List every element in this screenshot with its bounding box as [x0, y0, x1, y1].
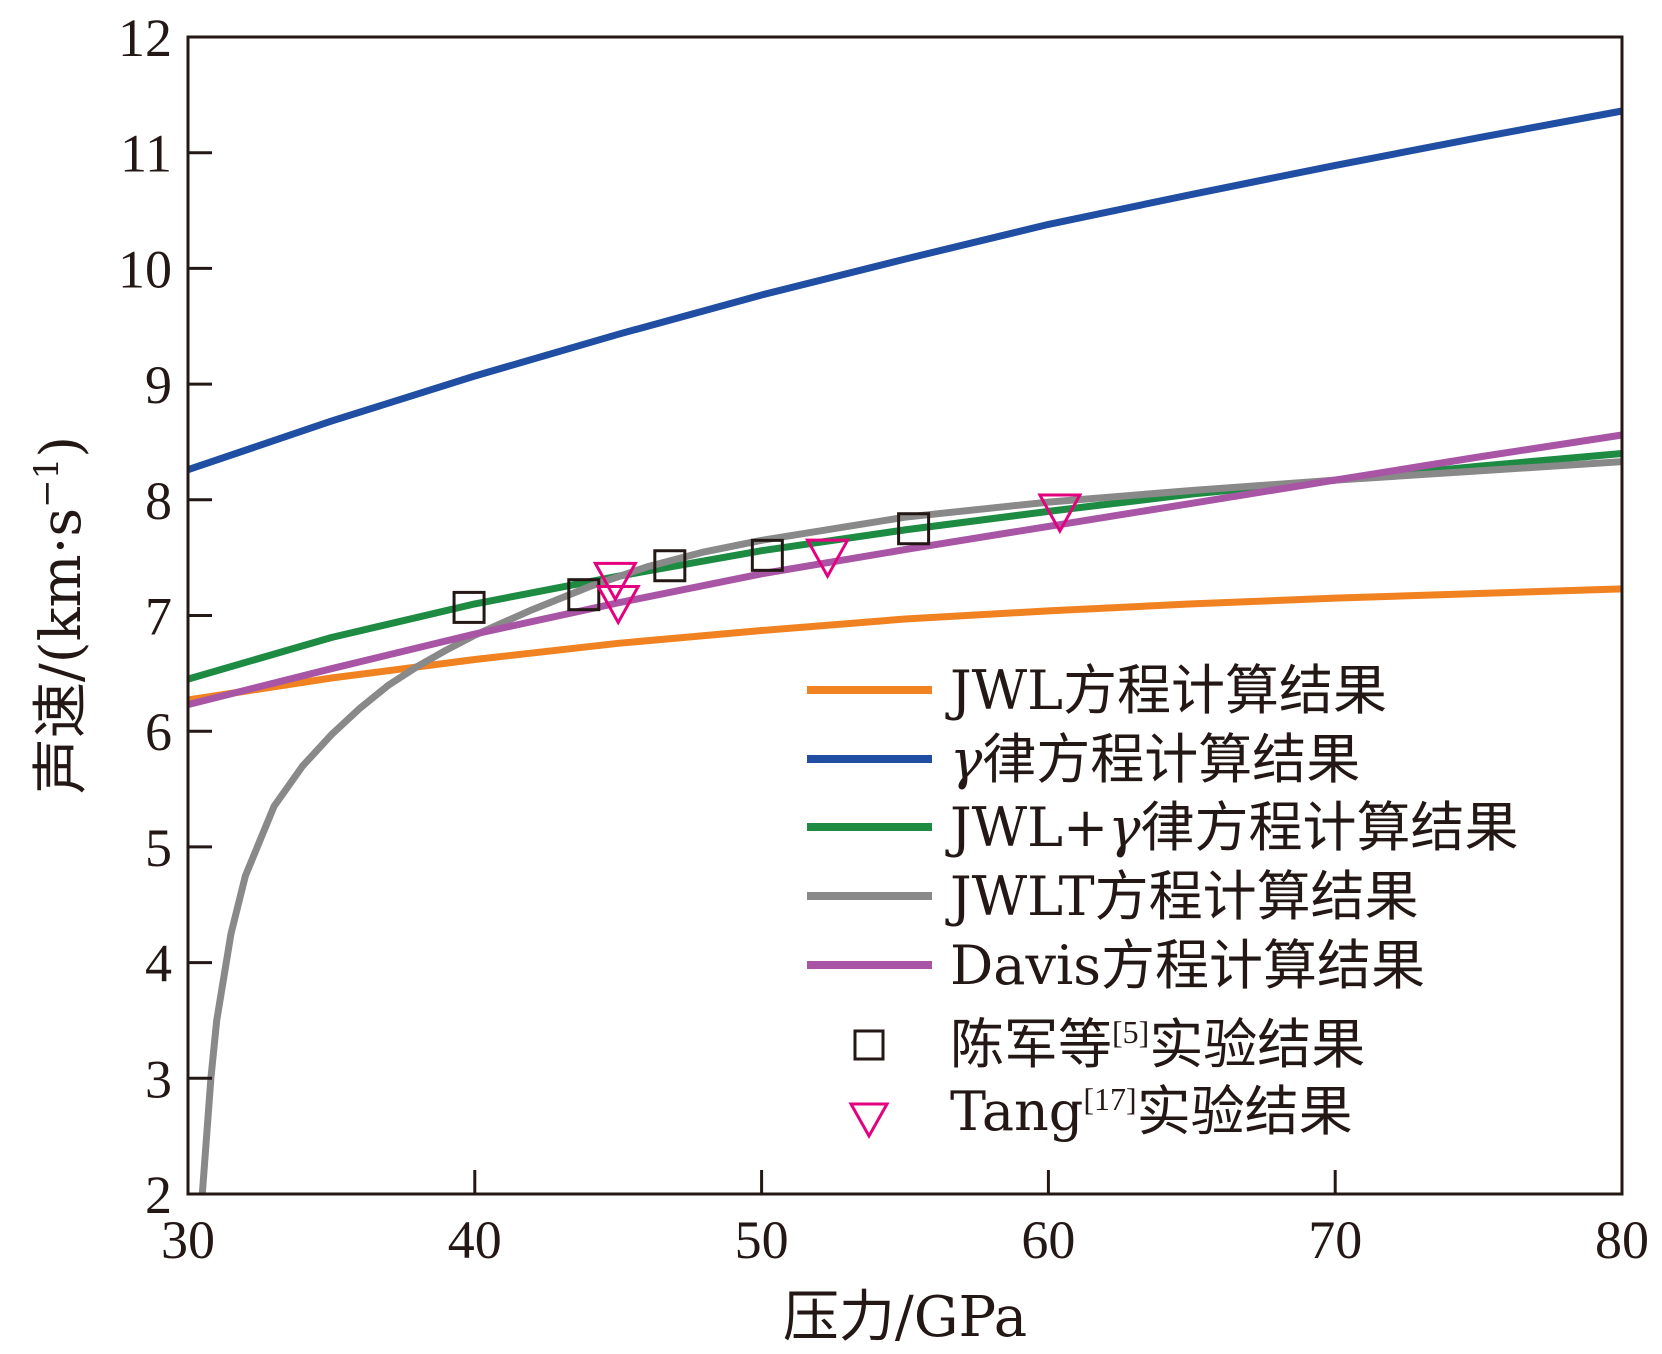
legend-label-chen: 陈军等[5]实验结果 [950, 1013, 1365, 1076]
y-tick-label: 9 [145, 355, 172, 415]
y-axis-title-main: 声速/(km·s [29, 508, 94, 794]
x-tick-label: 80 [1595, 1210, 1649, 1270]
y-axis-title-close: ) [29, 436, 94, 458]
x-axis-title: 压力/GPa [783, 1285, 1027, 1350]
series-jwlt [198, 458, 1623, 1195]
series-jwl [187, 585, 1623, 704]
series-gamma [186, 107, 1623, 474]
y-axis-title-superscript: −1 [27, 458, 67, 508]
legend-label-gamma-text: 律方程计算结果 [982, 728, 1360, 791]
legend-label-chen-after: 实验结果 [1149, 1013, 1365, 1076]
legend-marker-chen [853, 1029, 885, 1061]
series-jwl-gamma [187, 450, 1623, 683]
y-tick-label: 4 [145, 934, 172, 994]
y-axis-title: 声速/(km·s−1) [27, 436, 94, 794]
legend-label-tang-after: 实验结果 [1137, 1080, 1353, 1143]
legend-label-jwlt: JWLT方程计算结果 [945, 865, 1419, 928]
legend-label-chen-ref: [5] [1112, 1014, 1149, 1050]
series-line-gamma [186, 107, 1623, 474]
series-line-jwlt [198, 458, 1623, 1195]
data-point-chen [897, 512, 931, 546]
legend-label-jwl-gamma: JWL+γ律方程计算结果 [945, 796, 1519, 859]
legend-label-jwl: JWL方程计算结果 [945, 659, 1387, 722]
legend-label-tang-ref: [17] [1083, 1081, 1136, 1117]
series-chen [452, 512, 931, 624]
data-point-tang [1037, 493, 1083, 535]
legend-label-gamma-greek: γ [950, 728, 983, 791]
x-tick-label: 60 [1021, 1210, 1075, 1270]
legend-label-tang: Tang[17]实验结果 [950, 1080, 1353, 1143]
legend-label-jwl-gamma-text: 律方程计算结果 [1141, 796, 1519, 859]
data-point-chen [567, 578, 601, 612]
series-davis [187, 431, 1623, 708]
data-point-tang [595, 584, 641, 626]
series-layer [186, 107, 1623, 1195]
x-tick-label: 50 [735, 1210, 789, 1270]
y-tick-label: 3 [145, 1049, 172, 1109]
series-line-davis [187, 431, 1623, 708]
y-tick-label: 7 [145, 587, 172, 647]
plot-area: 30 40 50 60 70 80 2 3 4 5 6 7 8 9 10 11 12 [118, 8, 1649, 1270]
legend-label-chen-text: 陈军等 [950, 1013, 1112, 1076]
legend-label-jwl-gamma-greek: γ [1108, 796, 1141, 859]
y-tick-label: 5 [145, 818, 172, 878]
x-tick-label: 70 [1308, 1210, 1362, 1270]
x-tick-label: 40 [448, 1210, 502, 1270]
data-point-tang [805, 538, 851, 580]
data-point-chen [653, 549, 687, 583]
legend-label-tang-text: Tang [950, 1080, 1083, 1143]
y-tick-label: 12 [118, 8, 172, 68]
data-point-chen [452, 590, 486, 624]
tick-layer: 30 40 50 60 70 80 2 3 4 5 6 7 8 9 10 11 12 [118, 8, 1649, 1270]
legend-label-davis: Davis方程计算结果 [950, 934, 1425, 997]
legend: JWL方程计算结果 γ律方程计算结果 JWL+γ律方程计算结果 JWLT方程计算… [807, 659, 1519, 1143]
legend-label-jwl-gamma-pre: JWL+ [945, 796, 1108, 859]
y-tick-label: 10 [118, 239, 172, 299]
data-point-chen [750, 538, 784, 572]
y-tick-label: 6 [145, 702, 172, 762]
legend-label-gamma: γ律方程计算结果 [950, 728, 1360, 791]
legend-marker-tang [848, 1102, 890, 1140]
y-tick-label: 2 [145, 1165, 172, 1225]
y-tick-label: 11 [120, 124, 172, 184]
x-tick-label: 30 [161, 1210, 215, 1270]
series-line-jwl-gamma [187, 450, 1623, 683]
data-point-tang [592, 561, 638, 603]
series-line-jwl [187, 585, 1623, 704]
y-tick-label: 8 [145, 471, 172, 531]
series-tang [592, 493, 1083, 626]
